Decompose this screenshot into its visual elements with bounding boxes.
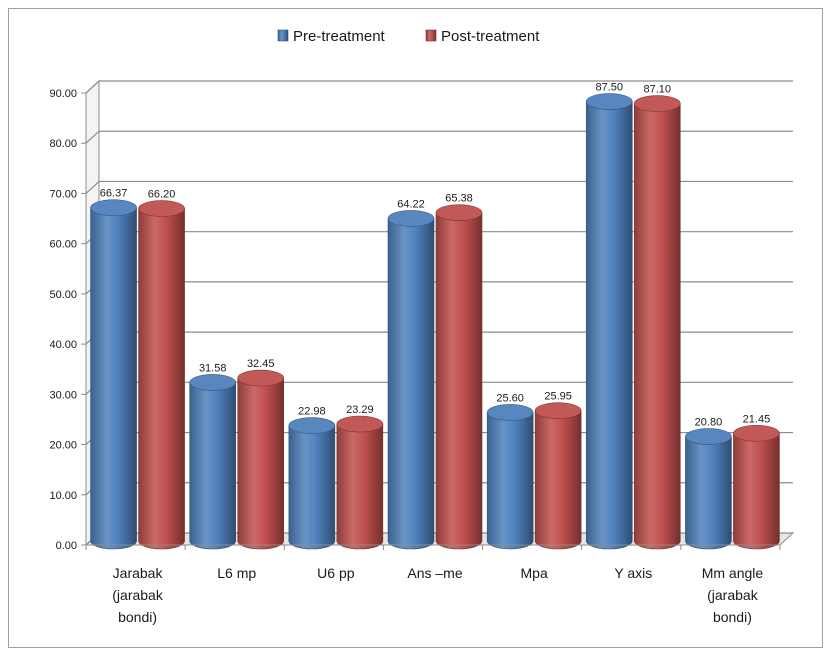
bar-post-treatment-cap [534,402,582,419]
data-label: 87.50 [596,82,624,94]
bar-post-treatment-cap [435,204,483,221]
data-label: 64.22 [397,198,425,210]
gridline [85,80,793,94]
bar-pre-treatment [90,207,137,550]
y-tick-label: 70.00 [49,188,77,200]
y-tick-label: 40.00 [49,339,77,351]
bar-post-treatment-cap [336,415,384,433]
bar-pre-treatment-cap [387,210,435,227]
data-label: 25.95 [544,391,572,403]
bar-pre-treatment-cap [685,428,732,445]
y-tick-label: 90.00 [49,88,77,100]
x-category-label: bondi) [118,609,157,625]
x-category-label: Y axis [614,565,652,581]
legend-label: Post-treatment [441,28,540,45]
data-label: 66.37 [100,188,128,200]
x-category-label: Mm angle [702,565,764,581]
data-label: 25.60 [496,392,524,404]
legend-swatch [425,29,437,42]
bar-pre-treatment [387,218,435,550]
data-label: 23.29 [346,404,374,416]
bar-pre-treatment [585,101,633,550]
bar-pre-treatment-cap [486,404,534,421]
data-label: 22.98 [298,406,326,418]
bar-post-treatment-cap [733,424,780,442]
bar-pre-treatment [189,382,237,550]
y-tick-label: 20.00 [49,440,77,452]
x-category-label: bondi) [713,609,752,625]
data-label: 66.20 [148,189,176,201]
bar-pre-treatment-cap [288,417,336,434]
legend-swatch [277,29,289,42]
y-tick-label: 10.00 [49,490,77,502]
x-category-label: Mpa [521,565,548,581]
x-category-label: Jarabak [113,565,164,581]
gridline [85,130,793,144]
x-category-label: Ans –me [407,565,462,581]
bar-pre-treatment-cap [585,93,633,110]
bar-post-treatment [633,103,681,550]
bar-pre-treatment [685,436,732,550]
data-label: 20.80 [695,417,723,429]
bar-post-treatment-cap [633,95,681,112]
y-tick-label: 30.00 [49,389,77,401]
bar-post-treatment-cap [237,369,285,387]
y-tick-label: 60.00 [49,239,77,251]
data-label: 87.10 [644,84,672,96]
y-tick-label: 0.00 [56,540,77,552]
x-category-label: U6 pp [317,565,355,581]
bar-post-treatment-cap [138,200,185,217]
x-category-label: (jarabak [112,587,164,603]
caption-cutoff [0,651,833,659]
bar-post-treatment [336,423,384,550]
bar-post-treatment [435,212,483,550]
data-label: 31.58 [199,362,227,374]
bar-post-treatment [237,377,285,550]
bar-pre-treatment [486,412,534,550]
bar-post-treatment [733,432,780,550]
bar-post-treatment [138,208,185,550]
bar-pre-treatment-cap [90,199,137,216]
legend-label: Pre-treatment [293,28,386,45]
y-tick-label: 80.00 [49,138,77,150]
data-label: 21.45 [743,413,771,425]
x-category-label: (jarabak [707,587,759,603]
bar-pre-treatment [288,425,336,550]
bar-post-treatment [534,410,582,550]
bar-pre-treatment-cap [189,374,237,391]
x-category-label: L6 mp [217,565,256,581]
gridline [85,180,793,194]
y-tick-label: 50.00 [49,289,77,301]
data-label: 65.38 [445,193,473,205]
data-label: 32.45 [247,358,275,370]
